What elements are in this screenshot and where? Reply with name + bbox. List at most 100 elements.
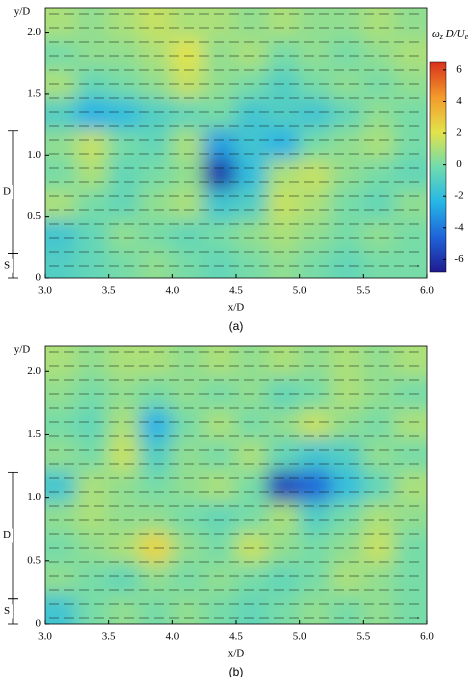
vorticity-cell xyxy=(394,560,427,594)
vorticity-cell xyxy=(235,530,269,564)
vorticity-cell xyxy=(298,127,333,159)
vorticity-cell xyxy=(266,406,301,440)
vorticity-cell xyxy=(266,530,301,564)
vorticity-cell xyxy=(45,498,78,532)
vorticity-cell xyxy=(107,468,142,502)
vorticity-cell xyxy=(45,247,78,278)
vorticity-cell xyxy=(235,560,269,594)
vorticity-cell xyxy=(203,8,237,39)
vorticity-cell xyxy=(298,97,333,130)
vorticity-cell xyxy=(203,66,237,99)
vorticity-cell xyxy=(139,187,174,220)
vorticity-cell xyxy=(298,156,333,189)
vorticity-cell xyxy=(235,66,269,99)
vorticity-cell xyxy=(139,530,174,564)
vorticity-cell xyxy=(394,468,427,502)
colorbar-tick-label: 0 xyxy=(456,158,462,170)
y-tick-label: 2.0 xyxy=(27,365,41,377)
vorticity-cell xyxy=(394,530,427,564)
vorticity-cell xyxy=(330,187,365,220)
y-tick-label: 0.5 xyxy=(27,210,41,222)
x-axis-label: x/D xyxy=(228,302,245,314)
vorticity-cell xyxy=(362,438,397,472)
vorticity-cell xyxy=(171,376,206,410)
vorticity-cell xyxy=(171,187,206,220)
colorbar-label-part: e xyxy=(465,32,469,41)
vorticity-cell xyxy=(45,592,78,624)
vorticity-cell xyxy=(139,468,174,502)
x-tick-label: 4.5 xyxy=(229,285,243,297)
vorticity-cell xyxy=(107,592,142,624)
vorticity-cell xyxy=(266,438,301,472)
vorticity-cell xyxy=(330,127,365,159)
vorticity-cell xyxy=(235,216,269,249)
y-tick-label: 0 xyxy=(36,272,42,284)
vorticity-cell xyxy=(362,37,397,70)
vorticity-cell xyxy=(45,37,78,70)
x-axis-label: x/D xyxy=(228,648,245,660)
vorticity-cell xyxy=(266,247,301,278)
vorticity-cell xyxy=(45,8,78,39)
vorticity-cell xyxy=(75,406,110,440)
bracket-label-bg xyxy=(2,258,13,273)
y-tick-label: 1.0 xyxy=(27,149,41,161)
vorticity-cell xyxy=(235,468,269,502)
vorticity-cell xyxy=(45,530,78,564)
vorticity-cell xyxy=(203,156,237,189)
vorticity-cell xyxy=(362,247,397,278)
vorticity-cell xyxy=(107,97,142,130)
vorticity-cell xyxy=(266,97,301,130)
vorticity-cell xyxy=(107,37,142,70)
vorticity-cell xyxy=(75,156,110,189)
vorticity-cell xyxy=(362,406,397,440)
vorticity-cell xyxy=(171,468,206,502)
x-tick-label: 5.0 xyxy=(293,285,307,297)
colorbar-tick-label: 4 xyxy=(456,95,462,107)
vorticity-cell xyxy=(139,376,174,410)
vorticity-cell xyxy=(107,66,142,99)
caption: (b) xyxy=(229,665,244,677)
vorticity-cell xyxy=(330,66,365,99)
x-tick-label: 3.5 xyxy=(102,631,116,643)
vorticity-cell xyxy=(266,468,301,502)
vorticity-cell xyxy=(362,8,397,39)
vorticity-cell xyxy=(203,216,237,249)
y-axis-label: y/D xyxy=(14,6,31,18)
vorticity-cell xyxy=(266,156,301,189)
vorticity-cell xyxy=(45,438,78,472)
x-tick-label: 3.0 xyxy=(38,285,52,297)
vorticity-cell xyxy=(107,376,142,410)
vorticity-cell xyxy=(362,156,397,189)
vorticity-cell xyxy=(298,187,333,220)
vorticity-cell xyxy=(45,97,78,130)
vector-field xyxy=(49,13,419,266)
vorticity-cell xyxy=(362,187,397,220)
vorticity-cell xyxy=(139,406,174,440)
vorticity-cell xyxy=(75,560,110,594)
colorbar-tick-label: 2 xyxy=(456,127,462,139)
vorticity-cell xyxy=(266,560,301,594)
bracket-label-bg xyxy=(2,185,13,200)
colorbar-tick-label: -2 xyxy=(454,190,463,202)
vector-field xyxy=(49,351,419,618)
colorbar-label-part: D/U xyxy=(443,28,466,40)
vorticity-cell xyxy=(235,127,269,159)
vorticity-cell xyxy=(330,530,365,564)
bracket-label: S xyxy=(4,259,10,271)
vorticity-cell xyxy=(394,346,427,378)
vorticity-cell xyxy=(139,66,174,99)
vorticity-cell xyxy=(75,97,110,130)
vorticity-cell xyxy=(139,127,174,159)
vorticity-cell xyxy=(203,438,237,472)
vorticity-cell xyxy=(75,498,110,532)
vorticity-cell xyxy=(362,498,397,532)
vorticity-cell xyxy=(203,127,237,159)
vorticity-cell xyxy=(139,592,174,624)
x-tick-label: 5.5 xyxy=(356,285,370,297)
vorticity-cell xyxy=(107,156,142,189)
vorticity-cell xyxy=(75,37,110,70)
vorticity-cell xyxy=(266,8,301,39)
vorticity-cell xyxy=(107,127,142,159)
heatmap xyxy=(45,8,427,278)
vorticity-cell xyxy=(75,592,110,624)
